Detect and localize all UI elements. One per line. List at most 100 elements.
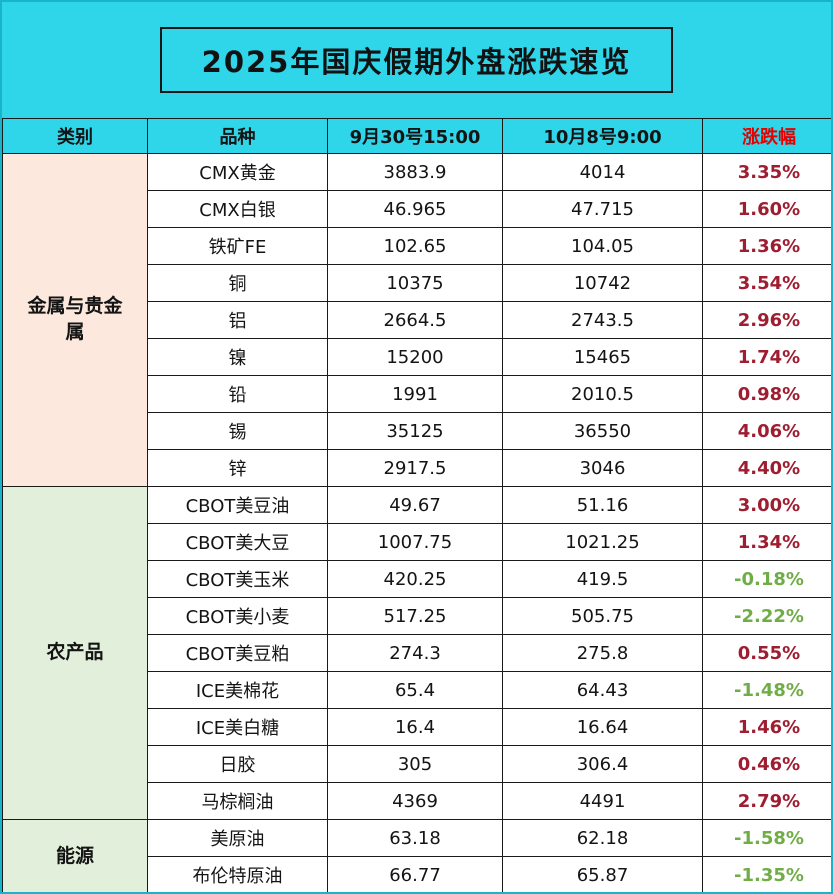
curr-value-cell: 16.64 [502, 708, 703, 746]
variety-cell: 铅 [147, 375, 328, 413]
change-cell: 3.54% [702, 264, 831, 302]
table-row: 日胶 305 306.4 0.46% [3, 745, 831, 783]
table-body: 金属与贵金属 CMX黄金 3883.9 4014 3.35% CMX白银 46.965 47.… [2, 153, 831, 892]
change-cell: -0.18% [702, 560, 831, 598]
col-header-curr-datetime: 10月8号9:00 [502, 118, 703, 154]
table-row: 锌 2917.5 3046 4.40% [3, 449, 831, 487]
curr-value-cell: 65.87 [502, 856, 703, 892]
table-row: 铅 1991 2010.5 0.98% [3, 375, 831, 413]
change-cell: 1.34% [702, 523, 831, 561]
col-header-change: 涨跌幅 [702, 118, 831, 154]
curr-value-cell: 3046 [502, 449, 703, 487]
prev-value-cell: 10375 [327, 264, 503, 302]
prev-value-cell: 49.67 [327, 486, 503, 524]
change-cell: 4.06% [702, 412, 831, 450]
table-row: 能源 美原油 63.18 62.18 -1.58% [2, 819, 831, 892]
change-cell: -1.35% [702, 856, 831, 892]
prev-value-cell: 1007.75 [327, 523, 503, 561]
change-cell: -2.22% [702, 597, 831, 635]
table-row: CBOT美大豆 1007.75 1021.25 1.34% [3, 523, 831, 561]
table-row: 布伦特原油 66.77 65.87 -1.35% [3, 856, 831, 892]
variety-cell: CBOT美小麦 [147, 597, 328, 635]
category-cell: 农产品 [2, 486, 148, 820]
curr-value-cell: 419.5 [502, 560, 703, 598]
change-cell: 1.74% [702, 338, 831, 376]
curr-value-cell: 4491 [502, 782, 703, 820]
change-cell: 1.46% [702, 708, 831, 746]
table-row: 铜 10375 10742 3.54% [3, 264, 831, 302]
change-cell: 4.40% [702, 449, 831, 487]
prev-value-cell: 102.65 [327, 227, 503, 265]
title-band: 2025年国庆假期外盘涨跌速览 [2, 2, 831, 118]
prev-value-cell: 517.25 [327, 597, 503, 635]
prev-value-cell: 420.25 [327, 560, 503, 598]
prev-value-cell: 16.4 [327, 708, 503, 746]
curr-value-cell: 275.8 [502, 634, 703, 672]
table-row: CBOT美玉米 420.25 419.5 -0.18% [3, 560, 831, 598]
header-row: 类别 品种 9月30号15:00 10月8号9:00 涨跌幅 [2, 118, 831, 154]
table-row: ICE美白糖 16.4 16.64 1.46% [3, 708, 831, 746]
change-cell: 2.79% [702, 782, 831, 820]
prev-value-cell: 15200 [327, 338, 503, 376]
curr-value-cell: 62.18 [502, 819, 703, 857]
variety-cell: 美原油 [147, 819, 328, 857]
table-row: CMX白银 46.965 47.715 1.60% [3, 190, 831, 228]
variety-cell: CBOT美豆油 [147, 486, 328, 524]
curr-value-cell: 10742 [502, 264, 703, 302]
variety-cell: 铁矿FE [147, 227, 328, 265]
variety-cell: 镍 [147, 338, 328, 376]
curr-value-cell: 64.43 [502, 671, 703, 709]
curr-value-cell: 47.715 [502, 190, 703, 228]
curr-value-cell: 1021.25 [502, 523, 703, 561]
prev-value-cell: 63.18 [327, 819, 503, 857]
curr-value-cell: 15465 [502, 338, 703, 376]
table-row: 锡 35125 36550 4.06% [3, 412, 831, 450]
table-row: CBOT美小麦 517.25 505.75 -2.22% [3, 597, 831, 635]
curr-value-cell: 104.05 [502, 227, 703, 265]
change-cell: -1.58% [702, 819, 831, 857]
change-cell: -1.48% [702, 671, 831, 709]
change-cell: 0.55% [702, 634, 831, 672]
prev-value-cell: 274.3 [327, 634, 503, 672]
prev-value-cell: 2917.5 [327, 449, 503, 487]
change-cell: 2.96% [702, 301, 831, 339]
prev-value-cell: 66.77 [327, 856, 503, 892]
prev-value-cell: 2664.5 [327, 301, 503, 339]
variety-cell: CBOT美豆粕 [147, 634, 328, 672]
variety-cell: CBOT美玉米 [147, 560, 328, 598]
table-row: 马棕榈油 4369 4491 2.79% [3, 782, 831, 820]
page-title: 2025年国庆假期外盘涨跌速览 [159, 27, 674, 93]
prev-value-cell: 46.965 [327, 190, 503, 228]
variety-cell: 马棕榈油 [147, 782, 328, 820]
variety-cell: CBOT美大豆 [147, 523, 328, 561]
variety-cell: 铜 [147, 264, 328, 302]
change-cell: 3.00% [702, 486, 831, 524]
price-table: 类别 品种 9月30号15:00 10月8号9:00 涨跌幅 金属与贵金属 CMX… [2, 118, 831, 892]
category-cell: 能源 [2, 819, 148, 892]
variety-cell: CMX黄金 [147, 153, 328, 191]
curr-value-cell: 51.16 [502, 486, 703, 524]
prev-value-cell: 3883.9 [327, 153, 503, 191]
variety-cell: 锌 [147, 449, 328, 487]
curr-value-cell: 505.75 [502, 597, 703, 635]
prev-value-cell: 65.4 [327, 671, 503, 709]
variety-cell: 日胶 [147, 745, 328, 783]
table-row: 农产品 CBOT美豆油 49.67 51.16 3.00% [2, 486, 831, 820]
change-cell: 1.60% [702, 190, 831, 228]
table-row: CBOT美豆粕 274.3 275.8 0.55% [3, 634, 831, 672]
change-cell: 3.35% [702, 153, 831, 191]
table-row: 镍 15200 15465 1.74% [3, 338, 831, 376]
curr-value-cell: 36550 [502, 412, 703, 450]
variety-cell: ICE美白糖 [147, 708, 328, 746]
table-row: 铁矿FE 102.65 104.05 1.36% [3, 227, 831, 265]
variety-cell: 布伦特原油 [147, 856, 328, 892]
variety-cell: 铝 [147, 301, 328, 339]
variety-cell: CMX白银 [147, 190, 328, 228]
table-row: 金属与贵金属 CMX黄金 3883.9 4014 3.35% [2, 153, 831, 487]
curr-value-cell: 2743.5 [502, 301, 703, 339]
table-row: ICE美棉花 65.4 64.43 -1.48% [3, 671, 831, 709]
curr-value-cell: 306.4 [502, 745, 703, 783]
curr-value-cell: 4014 [502, 153, 703, 191]
col-header-prev-datetime: 9月30号15:00 [327, 118, 503, 154]
